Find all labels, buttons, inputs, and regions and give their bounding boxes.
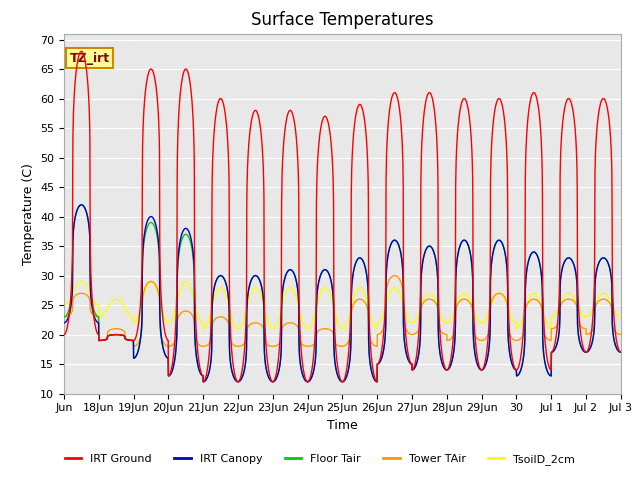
Y-axis label: Temperature (C): Temperature (C) [22,163,35,264]
Legend: IRT Ground, IRT Canopy, Floor Tair, Tower TAir, TsoilD_2cm: IRT Ground, IRT Canopy, Floor Tair, Towe… [60,450,580,469]
Text: TZ_irt: TZ_irt [70,51,109,65]
Title: Surface Temperatures: Surface Temperatures [251,11,434,29]
X-axis label: Time: Time [327,419,358,432]
